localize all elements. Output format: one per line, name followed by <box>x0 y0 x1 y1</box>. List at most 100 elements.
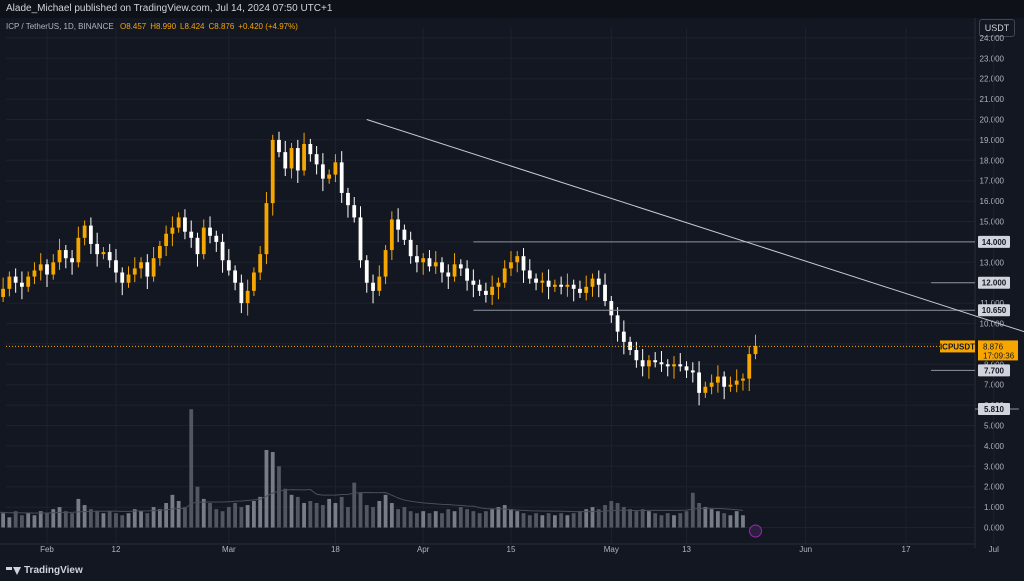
candle-body <box>440 262 444 273</box>
candle-body <box>734 380 739 385</box>
candle-body <box>433 262 438 267</box>
volume-bar <box>371 507 375 528</box>
ohlc-item: O8.457 <box>119 22 147 31</box>
candle-body <box>295 148 300 171</box>
candle-body <box>245 290 250 304</box>
candle-body <box>446 272 451 277</box>
candle-body <box>421 258 426 263</box>
volume-bar <box>233 503 237 528</box>
x-tick-label: Jul <box>989 545 999 554</box>
y-tick-label: 21.000 <box>980 95 1005 104</box>
volume-bar <box>164 503 169 528</box>
volume-bar <box>314 503 319 528</box>
candle-body <box>653 360 658 363</box>
volume-bar <box>333 503 338 528</box>
event-flag-icon[interactable] <box>749 524 763 538</box>
candle-body <box>352 205 357 218</box>
volume-bar <box>640 509 645 528</box>
candle-body <box>277 139 281 153</box>
volume-bar <box>252 500 256 528</box>
volume-bar <box>383 494 388 528</box>
candle-body <box>565 284 570 287</box>
volume-bar <box>170 494 175 528</box>
volume-bar <box>628 509 633 528</box>
y-tick-label: 23.000 <box>980 54 1005 63</box>
volume-bar <box>283 488 288 528</box>
candle-body <box>283 152 288 169</box>
candle-body <box>327 174 332 179</box>
volume-bar <box>114 513 118 528</box>
volume-bar <box>477 513 482 528</box>
volume-bar <box>421 511 426 528</box>
candle-body <box>107 252 112 261</box>
candle-body <box>226 260 231 271</box>
price-level-badge <box>978 304 1010 317</box>
candle-body <box>7 276 12 289</box>
volume-bar <box>88 509 93 528</box>
volume-bar <box>220 511 225 528</box>
volume-bar <box>295 496 300 528</box>
candle-body <box>1 288 6 297</box>
descending-trendline <box>366 119 1024 333</box>
volume-bar <box>45 513 49 528</box>
candle-body <box>176 217 181 228</box>
symbol-badge <box>940 340 975 353</box>
candle-body <box>521 256 526 271</box>
volume-bar <box>534 513 538 528</box>
volume-bar <box>26 513 31 528</box>
volume-bar <box>120 515 125 528</box>
volume-bar <box>578 511 582 528</box>
candle-body <box>364 260 369 283</box>
candle-body <box>684 366 689 371</box>
volume-bar <box>107 511 112 528</box>
candle-body <box>484 290 488 295</box>
candle-body <box>38 264 43 271</box>
candle-body <box>584 286 589 293</box>
volume-bar <box>703 507 708 528</box>
candle-body <box>490 286 495 295</box>
volume-bar <box>678 513 683 528</box>
volume-bar <box>615 503 620 528</box>
candle-body <box>709 382 714 387</box>
candle-body <box>615 315 620 332</box>
candle-body <box>715 376 720 383</box>
candle-body <box>208 227 212 236</box>
y-tick-label: 17.000 <box>980 177 1005 186</box>
ohlc-item: H8.990 <box>150 22 177 31</box>
candle-body <box>559 284 564 287</box>
currency-unit-button[interactable]: USDT <box>979 19 1015 37</box>
x-tick-label: Mar <box>222 545 236 554</box>
candle-body <box>672 364 676 367</box>
volume-bar <box>540 515 545 528</box>
volume-bar <box>527 515 532 528</box>
volume-bar <box>245 505 250 528</box>
volume-bar <box>189 409 194 528</box>
volume-bar <box>552 515 557 528</box>
volume-bar <box>308 500 313 528</box>
candle-body <box>333 162 338 175</box>
y-tick-label: 11.000 <box>980 299 1004 308</box>
volume-bar <box>289 494 294 528</box>
candle-body <box>546 280 551 287</box>
volume-ma-line <box>0 489 744 514</box>
volume-bar <box>364 505 369 528</box>
price-level-badge <box>978 276 1010 289</box>
candle-body <box>578 288 582 293</box>
candle-body <box>458 264 463 269</box>
tradingview-logo[interactable]: TradingView <box>6 565 83 576</box>
symbol-badge-label: ICPUSDT <box>940 342 975 351</box>
candle-body <box>634 350 639 361</box>
candle-body <box>571 284 576 289</box>
candle-body <box>314 154 319 165</box>
candle-body <box>515 256 520 263</box>
ohlc-values: O8.457 H8.990 L8.424 C8.876 +0.420 (+4.97%) <box>116 22 298 31</box>
candle-body <box>13 276 18 283</box>
candle-body <box>753 345 758 355</box>
volume-bar <box>465 509 469 528</box>
candle-body <box>647 360 651 367</box>
volume-bar <box>201 498 206 528</box>
symbol-legend: ICP / TetherUS, 1D, BINANCE O8.457 H8.990… <box>6 22 298 31</box>
candle-body <box>132 268 137 275</box>
volume-bar <box>496 507 501 528</box>
